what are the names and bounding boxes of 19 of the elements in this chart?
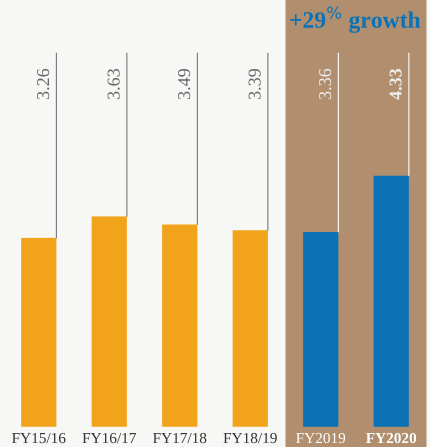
data-label: 3.26 bbox=[37, 68, 50, 100]
x-tick-label: FY2019 bbox=[296, 432, 346, 444]
x-tick-label: FY17/18 bbox=[153, 432, 206, 444]
bar bbox=[21, 238, 56, 427]
bar bbox=[374, 176, 409, 427]
x-tick-label: FY16/17 bbox=[82, 432, 136, 444]
data-label: 3.63 bbox=[108, 69, 120, 100]
bar bbox=[232, 230, 268, 427]
x-tick-label: FY15/16 bbox=[12, 432, 66, 444]
x-tick-label: FY18/19 bbox=[224, 432, 277, 444]
chart-title: +29$^{%}$ growth bbox=[290, 6, 420, 33]
data-label: 3.49 bbox=[178, 69, 190, 100]
bar bbox=[162, 224, 198, 427]
data-label: 3.36 bbox=[319, 68, 332, 100]
x-tick-label: FY2020 bbox=[366, 432, 416, 444]
bar bbox=[92, 216, 127, 427]
data-label: 4.33 bbox=[390, 68, 402, 100]
data-label: 3.39 bbox=[248, 69, 261, 100]
bar bbox=[303, 232, 338, 427]
